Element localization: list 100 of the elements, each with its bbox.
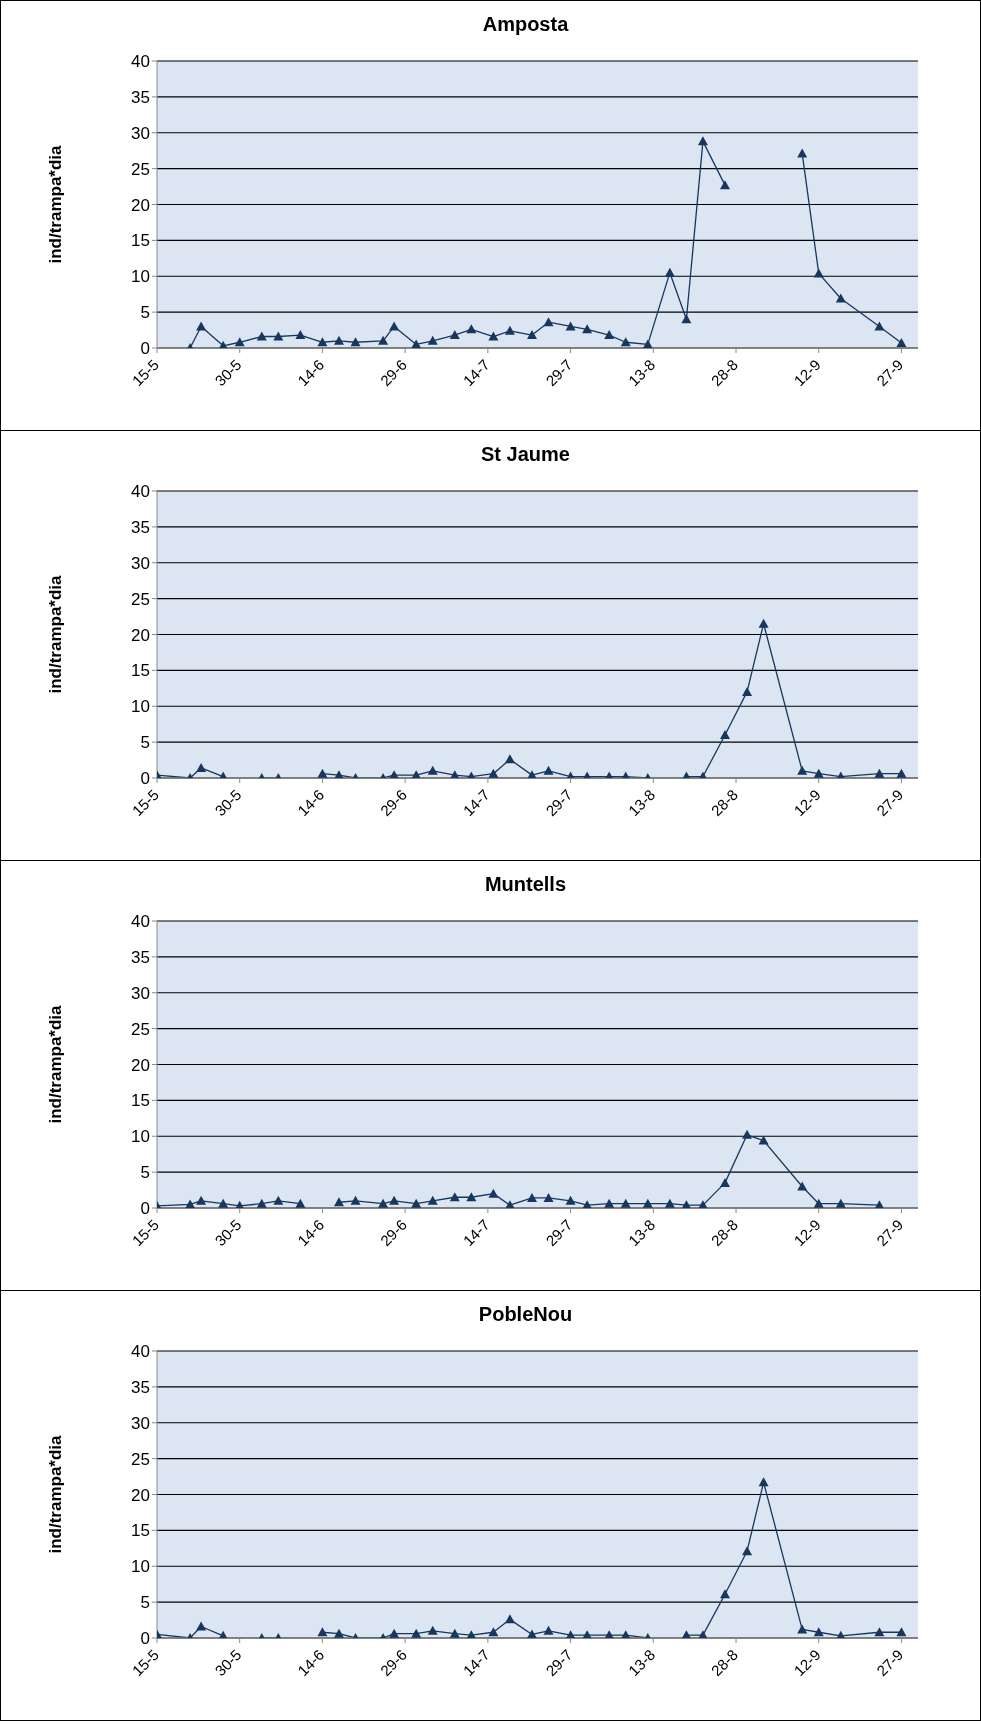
y-tick-label: 20 <box>131 625 150 645</box>
point <box>543 1625 554 1635</box>
point <box>642 1198 653 1208</box>
point <box>333 1628 344 1638</box>
point <box>543 1192 554 1202</box>
y-tick-label: 10 <box>131 1127 150 1147</box>
point <box>449 330 460 340</box>
point <box>295 330 306 340</box>
point <box>896 337 907 347</box>
point <box>758 1477 769 1487</box>
point <box>411 339 422 348</box>
y-tick-label: 15 <box>131 661 150 681</box>
y-tick-label: 25 <box>131 1019 150 1039</box>
point <box>526 1629 537 1638</box>
point <box>742 686 753 696</box>
point <box>411 1628 422 1638</box>
point <box>256 331 267 341</box>
point <box>896 1627 907 1637</box>
point <box>466 1192 477 1202</box>
point <box>697 136 708 146</box>
point <box>234 337 245 347</box>
y-tick-label: 25 <box>131 589 150 609</box>
y-tick-label: 20 <box>131 1055 150 1075</box>
y-tick-label: 20 <box>131 1485 150 1505</box>
y-tick-label: 15 <box>131 231 150 251</box>
point <box>317 1627 328 1637</box>
point <box>719 1589 730 1599</box>
point <box>449 1628 460 1638</box>
point <box>874 768 885 778</box>
point <box>256 1198 267 1208</box>
point <box>317 337 328 347</box>
y-tick-label: 5 <box>140 733 150 753</box>
y-tick-label: 0 <box>140 1199 150 1219</box>
point <box>378 1198 389 1208</box>
y-axis-title: ind/trampa*dia <box>46 1004 66 1124</box>
point <box>466 324 477 334</box>
y-tick-label: 10 <box>131 697 150 717</box>
y-tick-label: 35 <box>131 947 150 967</box>
point <box>466 1630 477 1638</box>
point <box>719 1177 730 1187</box>
point <box>526 1192 537 1202</box>
point <box>488 768 499 778</box>
point <box>620 337 631 347</box>
point <box>317 768 328 778</box>
y-tick-label: 40 <box>131 1342 150 1362</box>
chart-title: Muntells <box>483 873 568 896</box>
y-tick-label: 25 <box>131 1449 150 1469</box>
point <box>526 330 537 340</box>
point <box>642 339 653 348</box>
y-tick-label: 35 <box>131 1377 150 1397</box>
point <box>273 1195 284 1205</box>
y-tick-label: 15 <box>131 1521 150 1541</box>
point <box>797 1181 808 1191</box>
point <box>350 1195 361 1205</box>
point <box>333 1197 344 1207</box>
y-tick-label: 30 <box>131 1413 150 1433</box>
y-axis-title: ind/trampa*dia <box>46 1434 66 1554</box>
point <box>185 1199 196 1208</box>
point <box>350 337 361 347</box>
y-tick-label: 25 <box>131 159 150 179</box>
point <box>565 1195 576 1205</box>
point <box>488 1627 499 1637</box>
point <box>813 768 824 778</box>
point <box>504 1614 515 1624</box>
point <box>582 324 593 334</box>
point <box>797 148 808 158</box>
point <box>196 762 207 772</box>
point <box>604 1198 615 1208</box>
y-axis-title: ind/trampa*dia <box>46 144 66 264</box>
point <box>488 1188 499 1198</box>
y-tick-label: 0 <box>140 769 150 789</box>
y-tick-label: 40 <box>131 482 150 502</box>
point <box>196 1195 207 1205</box>
y-tick-label: 5 <box>140 1593 150 1613</box>
point <box>813 1627 824 1637</box>
point <box>273 331 284 341</box>
point <box>874 321 885 331</box>
point <box>295 1198 306 1208</box>
point <box>797 1624 808 1634</box>
point <box>719 180 730 190</box>
point <box>896 768 907 778</box>
point <box>664 267 675 277</box>
y-tick-label: 30 <box>131 123 150 143</box>
y-tick-label: 40 <box>131 912 150 932</box>
y-tick-label: 20 <box>131 195 150 215</box>
point <box>620 1198 631 1208</box>
chart-title: PobleNou <box>477 1303 574 1326</box>
point <box>449 770 460 778</box>
point <box>427 1625 438 1635</box>
y-tick-label: 0 <box>140 1629 150 1649</box>
point <box>797 765 808 775</box>
point <box>742 1129 753 1139</box>
point <box>604 330 615 340</box>
point <box>427 765 438 775</box>
point <box>565 1630 576 1638</box>
point <box>874 1627 885 1637</box>
point <box>719 729 730 739</box>
point <box>218 1198 229 1208</box>
point <box>543 765 554 775</box>
point <box>835 1198 846 1208</box>
